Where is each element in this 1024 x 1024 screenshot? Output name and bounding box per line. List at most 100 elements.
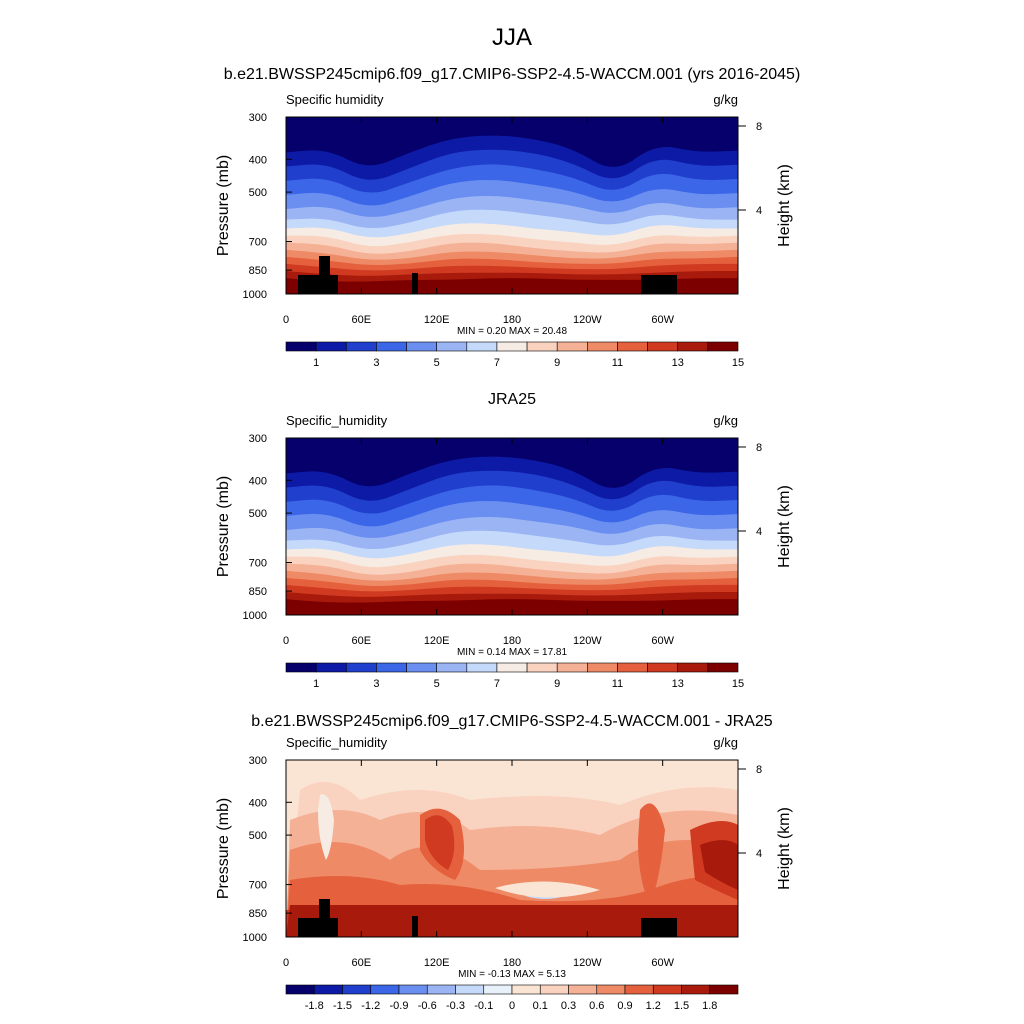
colorbar-swatch [345,341,377,352]
colorbar-label: 11 [612,357,623,369]
colorbar-swatch [370,984,400,995]
colorbar-swatch [617,341,648,352]
topography-mask [412,273,418,294]
colorbar-swatch [526,341,558,352]
colorbar-label: 0.6 [589,1000,604,1012]
topography-mask [319,256,330,294]
colorbar-swatch [587,662,618,673]
colorbar-swatch [483,984,513,995]
colorbar-label: 5 [434,357,440,369]
colorbar-swatch [647,341,679,352]
topography-mask [298,918,338,937]
colorbar-swatch [285,341,317,352]
colorbar-label: 1.5 [674,1000,689,1012]
colorbar-swatch [406,662,437,673]
min-max-stats: MIN = 0.14 MAX = 17.81 [457,647,567,658]
colorbar-swatch [376,341,407,352]
y-tick-label: 500 [249,508,267,520]
colorbar-swatch [466,662,498,673]
colorbar-swatch [455,984,485,995]
colorbar-swatch [342,984,372,995]
run-title: b.e21.BWSSP245cmip6.f09_g17.CMIP6-SSP2-4… [224,66,801,83]
colorbar-label: 1 [313,357,319,369]
colorbar-swatch [313,984,343,995]
x-tick-label: 0 [283,957,289,969]
colorbar-swatch [556,341,588,352]
right-string: g/kg [713,735,738,750]
contour-band [638,803,665,905]
colorbar-swatch [539,984,569,995]
colorbar-swatch [647,662,679,673]
y2-tick-label: 8 [756,764,762,776]
y2-axis-label: Height (km) [776,807,793,890]
colorbar-label: 5 [434,678,440,690]
x-tick-label: 120W [573,635,602,647]
left-string: Specific humidity [286,92,384,107]
y-axis-label: Pressure (mb) [215,155,232,256]
colorbar-label: 0 [509,1000,515,1012]
contour-band [425,815,455,870]
colorbar-label: 15 [732,357,744,369]
x-tick-label: 60E [352,314,372,326]
colorbar-label: 3 [373,357,379,369]
colorbar-swatch [315,341,347,352]
colorbar-swatch [617,662,648,673]
colorbar-swatch [681,984,711,995]
right-string: g/kg [713,413,738,428]
colorbar-swatch [436,662,468,673]
contour-band [318,794,334,860]
x-tick-label: 120E [424,314,450,326]
colorbar-swatch [436,341,468,352]
colorbar-label: -0.9 [390,1000,409,1012]
colorbar-label: 9 [554,678,560,690]
x-tick-label: 60E [352,957,372,969]
min-max-stats: MIN = -0.13 MAX = 5.13 [458,969,566,980]
y2-axis-label: Height (km) [776,164,793,247]
colorbar-label: 0.3 [561,1000,576,1012]
colorbar-swatch [376,662,407,673]
y-tick-label: 1000 [243,610,267,622]
contour-band [286,905,738,937]
x-tick-label: 180 [503,314,521,326]
colorbar-label: 1 [313,678,319,690]
y-tick-label: 850 [249,265,267,277]
y-tick-label: 400 [249,797,267,809]
x-tick-label: 120E [424,635,450,647]
topography-mask [412,916,418,937]
x-tick-label: 180 [503,635,521,647]
x-tick-label: 120W [573,957,602,969]
colorbar-swatch [707,341,739,352]
left-string: Specific_humidity [286,413,388,428]
colorbar-label: 13 [672,678,684,690]
y-tick-label: 500 [249,187,267,199]
y-tick-label: 850 [249,586,267,598]
colorbar-label: 0.1 [533,1000,548,1012]
y-axis-label: Pressure (mb) [215,476,232,577]
y2-tick-label: 8 [756,121,762,133]
colorbar-swatch [709,984,739,995]
x-tick-label: 180 [503,957,521,969]
y2-tick-label: 8 [756,442,762,454]
contour-band [495,881,600,898]
colorbar-swatch [398,984,428,995]
colorbar-label: -0.1 [474,1000,493,1012]
y-tick-label: 300 [249,755,267,767]
x-tick-label: 0 [283,314,289,326]
colorbar-swatch [526,662,558,673]
y-tick-label: 850 [249,908,267,920]
colorbar-swatch [652,984,682,995]
colorbar-label: 15 [732,678,744,690]
contour-band [700,840,738,890]
colorbar-swatch [406,341,437,352]
y-tick-label: 700 [249,880,267,892]
colorbar-label: 9 [554,357,560,369]
colorbar-swatch [707,662,739,673]
colorbar-label: 13 [672,357,684,369]
colorbar-label: -0.6 [418,1000,437,1012]
colorbar-swatch [568,984,598,995]
field [286,117,738,294]
field [286,438,738,615]
colorbar-label: 1.2 [646,1000,661,1012]
colorbar-label: -1.5 [333,1000,352,1012]
